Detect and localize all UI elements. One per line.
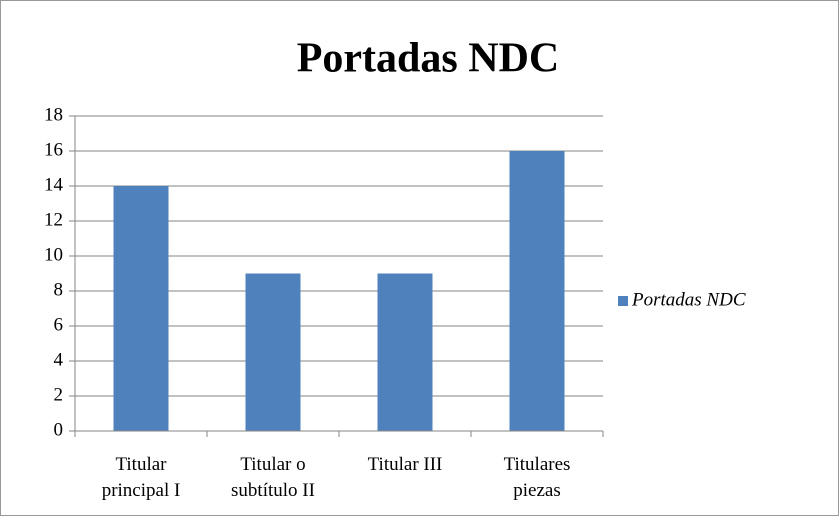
y-tick-label: 16 (44, 139, 63, 160)
y-tick-label: 10 (44, 244, 63, 265)
x-tick-label: Titular III (368, 454, 443, 475)
y-tick-label: 14 (44, 174, 64, 195)
y-tick-label: 2 (54, 384, 64, 405)
y-tick-label: 12 (44, 209, 63, 230)
legend-label: Portadas NDC (631, 289, 746, 310)
y-tick-label: 8 (54, 279, 64, 300)
legend-swatch (618, 296, 628, 306)
x-tick-label: Titular principal I (102, 454, 181, 501)
x-tick-label: Titular o subtítulo II (231, 454, 315, 501)
y-tick-label: 0 (54, 419, 64, 440)
y-tick-label: 4 (54, 349, 64, 370)
bar (245, 273, 301, 431)
bar (377, 273, 433, 431)
bar (509, 151, 565, 431)
chart-title: Portadas NDC (297, 36, 559, 82)
y-tick-label: 6 (54, 314, 64, 335)
x-tick-label: Titulares piezas (504, 454, 571, 501)
y-tick-label: 18 (44, 104, 63, 125)
bar (113, 186, 169, 431)
